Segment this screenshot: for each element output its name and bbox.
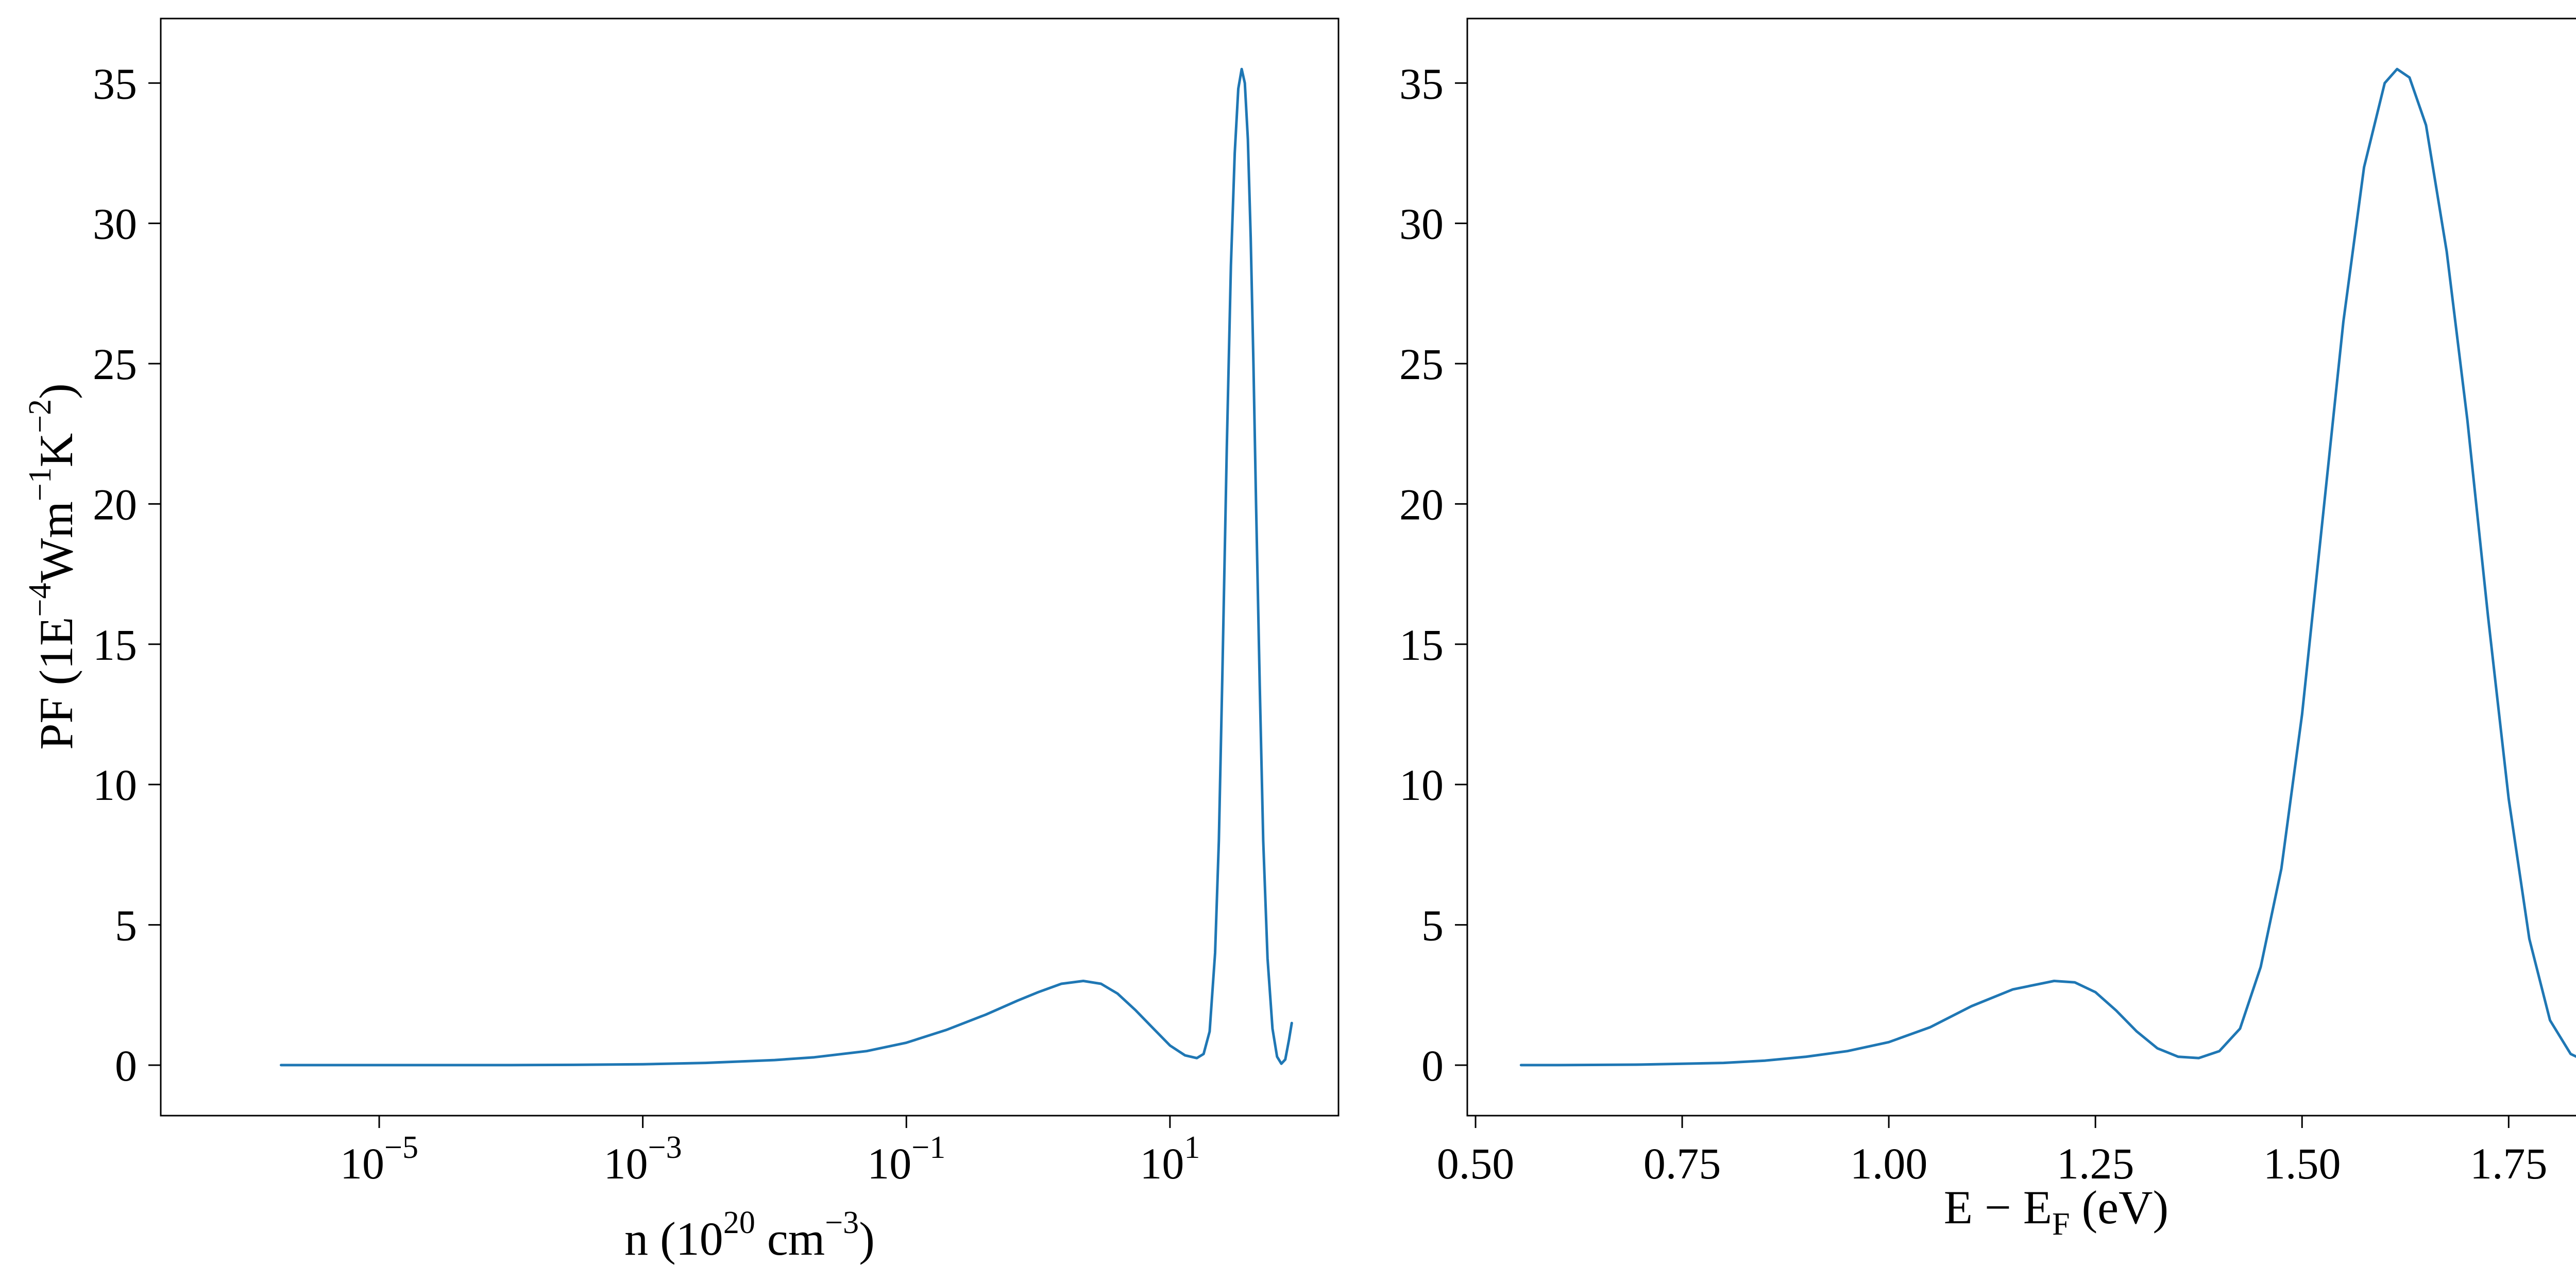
x-tick-label: 1.75 [2470,1139,2548,1188]
y-tick-label: 20 [93,480,137,529]
x-tick-label: 1.25 [2057,1139,2134,1188]
y-tick-label: 30 [1399,199,1444,249]
y-tick-label: 0 [1421,1041,1444,1090]
series-line [1519,67,2576,1067]
x-axis-label: n (1020 cm−3) [624,1205,875,1265]
x-tick-label: 0.50 [1437,1139,1515,1188]
x-tick-label: 10−1 [867,1130,945,1188]
right-chart-panel: 0 5 10 15 20 25 30 35 0.50 0.75 1.00 1.25 1.50 1.75 E … [1399,18,2576,1242]
y-tick-label: 20 [1399,480,1444,529]
y-tick-label: 15 [1399,620,1444,670]
series-line [280,67,1293,1067]
x-tick-label: 1.50 [2263,1139,2341,1188]
x-tick-label: 101 [1140,1130,1200,1188]
y-tick-label: 5 [115,901,137,950]
x-tick-label: 1.00 [1850,1139,1928,1188]
y-tick-label: 35 [93,59,137,108]
x-tick-label: 0.75 [1643,1139,1721,1188]
x-tick-label: 10−3 [604,1130,682,1188]
x-axis-label: E − EF (eV) [1944,1181,2168,1242]
y-tick-label: 35 [1399,59,1444,108]
y-tick-label: 30 [93,199,137,249]
y-tick-label: 25 [93,339,137,389]
plot-frame [160,18,1340,1117]
plot-frame [1466,18,2576,1117]
y-tick-label: 10 [1399,760,1444,810]
y-tick-label: 5 [1421,901,1444,950]
y-tick-label: 10 [93,760,137,810]
y-tick-label: 15 [93,620,137,670]
y-tick-label: 25 [1399,339,1444,389]
x-tick-label: 10−5 [340,1130,418,1188]
left-chart-panel: 0 5 10 15 20 25 30 35 10−5 10−3 10−1 101 n (1020 cm−… [23,18,1340,1265]
y-tick-label: 0 [115,1041,137,1090]
y-axis-label: PF (1E−4Wm−1K−2) [23,383,82,750]
